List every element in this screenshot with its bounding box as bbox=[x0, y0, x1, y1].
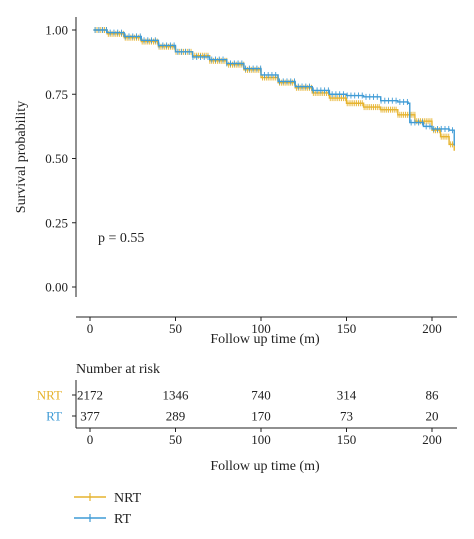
x-tick-label: 100 bbox=[251, 321, 271, 336]
risk-value: 86 bbox=[426, 388, 440, 403]
risk-row-label-nrt: NRT bbox=[37, 388, 62, 403]
y-tick-label: 0.50 bbox=[45, 151, 68, 166]
risk-value: 1346 bbox=[163, 388, 190, 403]
p-value-annotation: p = 0.55 bbox=[98, 231, 144, 246]
y-tick-label: 0.25 bbox=[45, 215, 68, 230]
y-tick-label: 0.00 bbox=[45, 280, 68, 295]
legend: NRT RT bbox=[74, 491, 142, 527]
risk-table-x-ticks: 0 50 100 150 200 bbox=[87, 428, 442, 447]
x-axis-title: Follow up time (m) bbox=[210, 332, 320, 347]
risk-value: 20 bbox=[426, 409, 439, 424]
legend-label: RT bbox=[114, 512, 131, 527]
survival-curves bbox=[93, 27, 455, 151]
censor-marks-nrt bbox=[94, 27, 453, 148]
risk-x-tick-label: 50 bbox=[169, 432, 182, 447]
x-tick-label: 200 bbox=[422, 321, 442, 336]
risk-value: 289 bbox=[166, 409, 186, 424]
legend-item-nrt: NRT bbox=[74, 491, 142, 506]
risk-value: 377 bbox=[80, 409, 100, 424]
y-ticks: 0.00 0.25 0.50 0.75 1.00 bbox=[45, 23, 76, 295]
y-tick-label: 0.75 bbox=[45, 87, 68, 102]
x-tick-label: 150 bbox=[337, 321, 357, 336]
censor-marks-rt bbox=[94, 27, 453, 134]
risk-x-tick-label: 200 bbox=[422, 432, 442, 447]
risk-value: 170 bbox=[251, 409, 271, 424]
risk-value: 740 bbox=[251, 388, 271, 403]
risk-x-tick-label: 150 bbox=[337, 432, 357, 447]
risk-x-tick-label: 100 bbox=[251, 432, 271, 447]
survival-curve-nrt bbox=[93, 29, 455, 151]
risk-table-title: Number at risk bbox=[76, 362, 160, 377]
y-axis-title: Survival probability bbox=[14, 101, 29, 213]
x-ticks: 0 50 100 150 200 bbox=[87, 317, 442, 336]
y-tick-label: 1.00 bbox=[45, 23, 68, 38]
risk-value: 73 bbox=[340, 409, 353, 424]
risk-value: 2172 bbox=[77, 388, 103, 403]
risk-table-rows: NRT 2172 1346 740 314 86 RT 377 289 170 73 20 bbox=[37, 388, 439, 424]
x-tick-label: 0 bbox=[87, 321, 94, 336]
x-tick-label: 50 bbox=[169, 321, 182, 336]
survival-curve-rt bbox=[93, 29, 455, 146]
risk-value: 314 bbox=[337, 388, 357, 403]
legend-item-rt: RT bbox=[74, 512, 131, 527]
legend-label: NRT bbox=[114, 491, 142, 506]
risk-x-tick-label: 0 bbox=[87, 432, 94, 447]
risk-row-label-rt: RT bbox=[46, 409, 62, 424]
survival-plot: 0.00 0.25 0.50 0.75 1.00 0 50 100 150 200 Surviv… bbox=[14, 17, 457, 347]
risk-table: Number at risk NRT 2172 1346 740 314 86 RT 377 2… bbox=[37, 362, 457, 474]
risk-table-x-axis-title: Follow up time (m) bbox=[210, 459, 320, 474]
